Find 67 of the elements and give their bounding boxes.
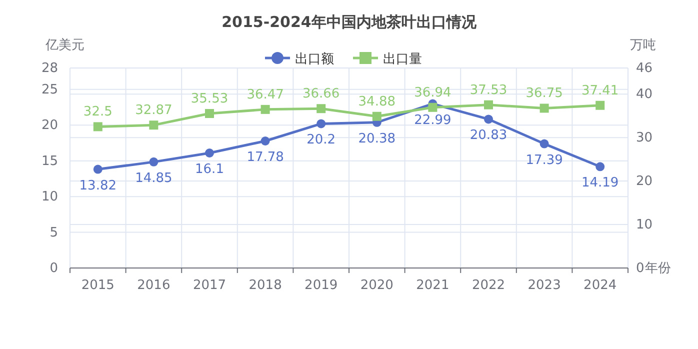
- data-label: 13.82: [79, 178, 117, 194]
- data-label: 20.2: [306, 132, 336, 148]
- data-label: 17.78: [246, 150, 284, 165]
- data-label: 36.94: [414, 85, 452, 100]
- data-label: 20.83: [470, 128, 508, 144]
- y-tick-label: 10: [41, 190, 58, 205]
- data-label: 16.1: [195, 162, 224, 177]
- y-tick-label: 25: [41, 82, 58, 98]
- point: [596, 162, 605, 172]
- data-label: 14.85: [135, 170, 172, 186]
- chart-title: 2015-2024年中国内地茶叶出口情况: [222, 13, 478, 31]
- data-label: 37.53: [470, 82, 508, 98]
- data-label: 36.75: [526, 86, 563, 102]
- x-tick-label: 2021: [416, 278, 450, 293]
- y-tick-label: 0: [50, 261, 58, 276]
- point: [428, 102, 438, 112]
- point: [93, 164, 102, 174]
- point: [372, 112, 382, 121]
- y-tick-label: 20: [41, 118, 58, 134]
- point: [260, 136, 270, 146]
- y2-tick-label: 10: [636, 218, 653, 233]
- x-axis-title: 年份: [645, 261, 671, 276]
- y2-tick-label: 46: [636, 61, 653, 76]
- data-label: 32.87: [135, 103, 172, 118]
- x-tick-label: 2022: [472, 278, 506, 293]
- point: [205, 109, 214, 118]
- legend-label: 出口额: [295, 52, 334, 67]
- data-label: 32.5: [83, 104, 112, 120]
- point: [316, 119, 326, 128]
- x-tick-label: 2015: [81, 278, 114, 293]
- point: [596, 100, 605, 110]
- y-tick-label: 15: [41, 154, 58, 169]
- x-tick-label: 2017: [192, 278, 226, 293]
- x-tick-label: 2018: [248, 278, 282, 293]
- y2-tick-label: 20: [636, 174, 653, 190]
- point: [484, 114, 493, 124]
- point: [484, 100, 493, 110]
- point: [93, 122, 102, 132]
- data-label: 34.88: [358, 94, 396, 110]
- x-tick-label: 2023: [528, 278, 561, 293]
- point: [149, 157, 158, 166]
- data-label: 14.19: [581, 176, 619, 191]
- data-label: 36.66: [302, 86, 340, 102]
- data-label: 22.99: [414, 112, 452, 128]
- y2-tick-label: 40: [636, 87, 653, 102]
- data-label: 17.39: [526, 152, 563, 168]
- data-label: 20.38: [358, 131, 396, 146]
- point: [205, 148, 214, 158]
- y-tick-label: 28: [41, 61, 58, 76]
- point: [540, 139, 549, 148]
- data-label: 37.41: [581, 83, 619, 98]
- point: [260, 104, 270, 114]
- y2-tick-label: 30: [636, 130, 653, 146]
- x-tick-label: 2020: [360, 278, 394, 293]
- x-tick-label: 2016: [137, 278, 170, 293]
- y2-axis-title: 万吨: [630, 38, 656, 53]
- x-tick-label: 2019: [304, 278, 338, 293]
- legend-label: 出口量: [383, 52, 422, 67]
- y-axis-title: 亿美元: [44, 37, 84, 53]
- x-tick-label: 2024: [584, 278, 617, 293]
- data-label: 36.47: [246, 87, 284, 102]
- y-tick-label: 5: [50, 225, 58, 240]
- point: [540, 104, 549, 113]
- y2-tick-label: 0: [636, 261, 644, 276]
- point: [149, 120, 158, 130]
- point: [316, 104, 326, 114]
- data-label: 35.53: [190, 92, 228, 107]
